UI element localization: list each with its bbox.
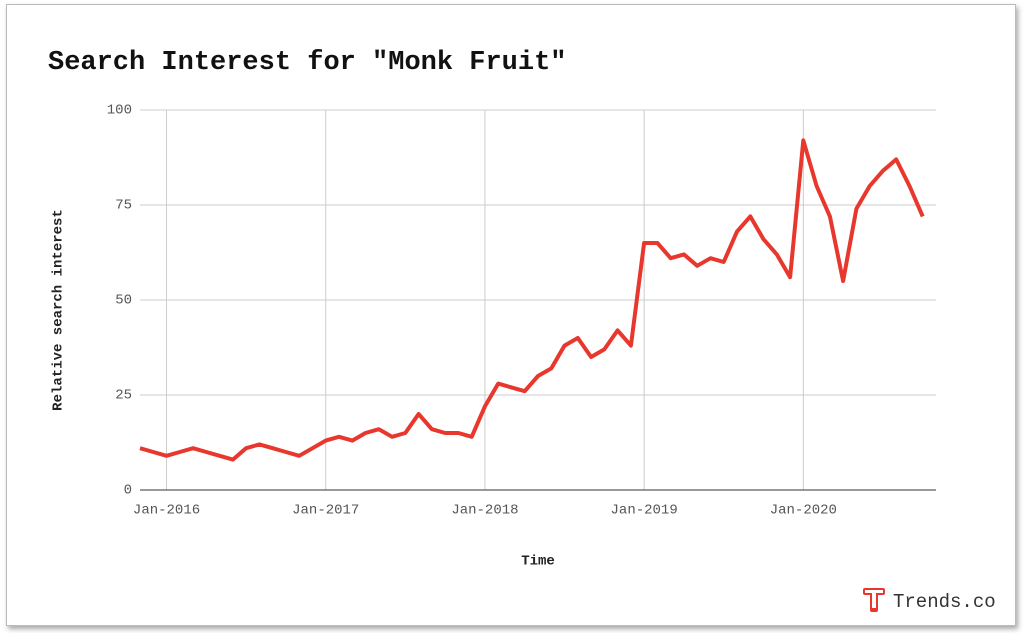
x-tick-label: Jan-2017 bbox=[292, 503, 359, 519]
y-tick-label: 0 bbox=[124, 483, 132, 499]
y-tick-label: 75 bbox=[115, 198, 132, 214]
chart-title: Search Interest for "Monk Fruit" bbox=[48, 48, 566, 78]
x-tick-label: Jan-2016 bbox=[133, 503, 200, 519]
y-tick-label: 25 bbox=[115, 388, 132, 404]
y-tick-label: 100 bbox=[107, 103, 132, 119]
x-axis-label: Time bbox=[521, 554, 555, 570]
x-tick-label: Jan-2020 bbox=[770, 503, 837, 519]
brand-logo bbox=[863, 588, 885, 612]
card bbox=[6, 4, 1016, 626]
x-tick-label: Jan-2018 bbox=[451, 503, 518, 519]
y-tick-label: 50 bbox=[115, 293, 132, 309]
brand-name: Trends.co bbox=[893, 591, 996, 613]
data-line bbox=[139, 138, 925, 462]
y-axis-label: Relative search interest bbox=[51, 209, 67, 411]
x-tick-label: Jan-2019 bbox=[611, 503, 678, 519]
